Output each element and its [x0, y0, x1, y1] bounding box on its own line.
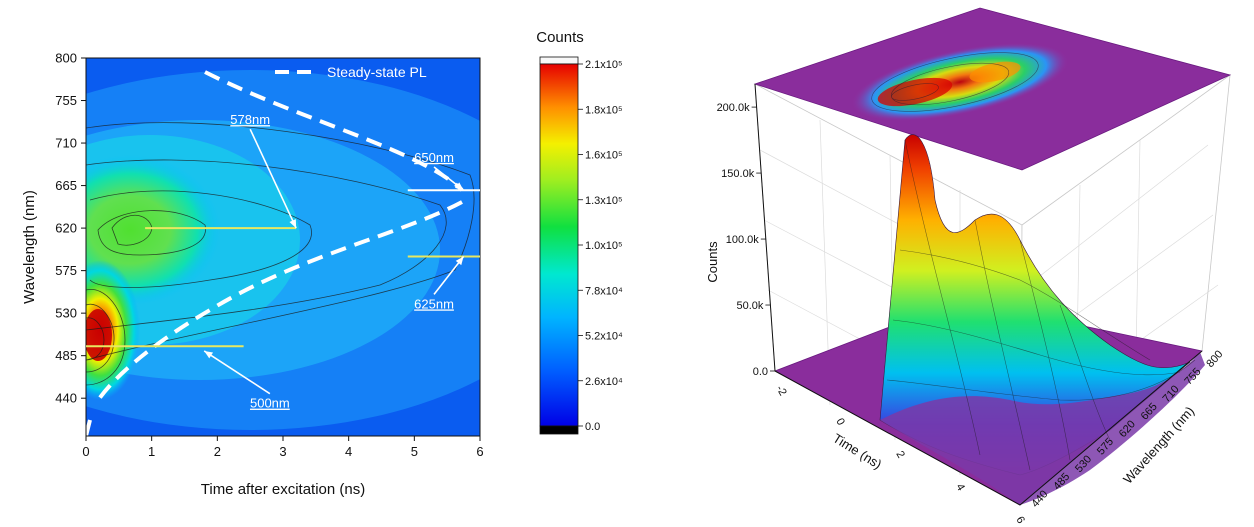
heatmap-x-axis-label: Time after excitation (ns) — [201, 481, 366, 498]
annotation-arrow — [203, 350, 271, 395]
y-tick-label: 530 — [55, 306, 77, 321]
annotation-arrowhead — [204, 350, 214, 359]
y-tick-label: 440 — [55, 391, 77, 406]
x-tick-label: 2 — [214, 444, 221, 459]
y-tick-label: 755 — [55, 93, 77, 108]
legend-label: Steady-state PL — [327, 64, 427, 80]
y-tick-label: 710 — [55, 136, 77, 151]
annotation-arrowhead — [455, 256, 464, 266]
y-tick-label: 620 — [55, 221, 77, 236]
annotation-label: 578nm — [230, 112, 270, 127]
y-tick-label: 665 — [55, 178, 77, 193]
heatmap-legend: Steady-state PL — [275, 64, 427, 80]
x-tick-label: 0 — [82, 444, 89, 459]
wavelength-tick-label: 800 — [1204, 348, 1225, 370]
z-tick-label: 150.0k — [721, 168, 755, 180]
x-tick-label: 5 — [411, 444, 418, 459]
time-tick-label: -2 — [773, 384, 788, 398]
colorbar-label: 0.0 — [585, 421, 600, 433]
colorbar-label: 2.1x10⁵ — [585, 59, 623, 71]
y-tick-label: 800 — [55, 51, 77, 66]
surface-mesh-lines — [886, 139, 1196, 471]
colorbar-label: 2.6x10⁴ — [585, 376, 623, 388]
annotation-label: 625nm — [414, 296, 454, 311]
colorbar-label: 1.3x10⁵ — [585, 195, 623, 207]
annotation-label: 650nm — [414, 150, 454, 165]
x-tick-label: 4 — [345, 444, 352, 459]
z-tick-label: 0.0 — [753, 366, 768, 378]
colorbar-label: 1.0x10⁵ — [585, 240, 623, 252]
annotation-arrow — [249, 128, 297, 229]
time-tick-label: 0 — [833, 416, 846, 427]
colorbar-label: 1.6x10⁵ — [585, 150, 623, 162]
x-tick-label: 6 — [476, 444, 483, 459]
heatmap-plot: 578nm 650nm 625nm 500nm Steady-state PL 0 1 2… — [21, 51, 484, 499]
annotation-arrowhead — [289, 219, 297, 229]
z-tick-label: 100.0k — [726, 234, 760, 246]
time-tick-label: 4 — [953, 482, 966, 493]
colorbar-label: 5.2x10⁴ — [585, 331, 623, 343]
x-tick-label: 1 — [148, 444, 155, 459]
x-tick-label: 3 — [279, 444, 286, 459]
surface-x-axis-label: Time (ns) — [830, 430, 884, 472]
y-tick-label: 575 — [55, 263, 77, 278]
time-tick-label: 2 — [893, 449, 906, 460]
colorbar-label: 7.8x10⁴ — [585, 285, 623, 297]
surface-z-axis-label: Counts — [705, 241, 720, 283]
colorbar-title: Counts — [536, 29, 584, 46]
z-tick-label: 50.0k — [736, 300, 763, 312]
annotation-arrowhead — [454, 182, 464, 191]
surface-3d-plot: 0.0 50.0k 100.0k 150.0k 200.0k Counts -2 0 2 4 6… — [705, 7, 1232, 526]
y-tick-label: 485 — [55, 348, 77, 363]
colorbar-gradient — [539, 63, 579, 427]
colorbar: Counts 2.1x10⁵ 1.8x10⁵ 1.6x10⁵ 1.3x10⁵ 1.0x1… — [536, 29, 623, 435]
heatmap-y-axis-label: Wavelength (nm) — [21, 190, 38, 304]
z-tick-label: 200.0k — [717, 102, 751, 114]
annotation-label: 500nm — [250, 396, 290, 411]
time-tick-label: 6 — [1013, 515, 1026, 526]
colorbar-label: 1.8x10⁵ — [585, 104, 623, 116]
